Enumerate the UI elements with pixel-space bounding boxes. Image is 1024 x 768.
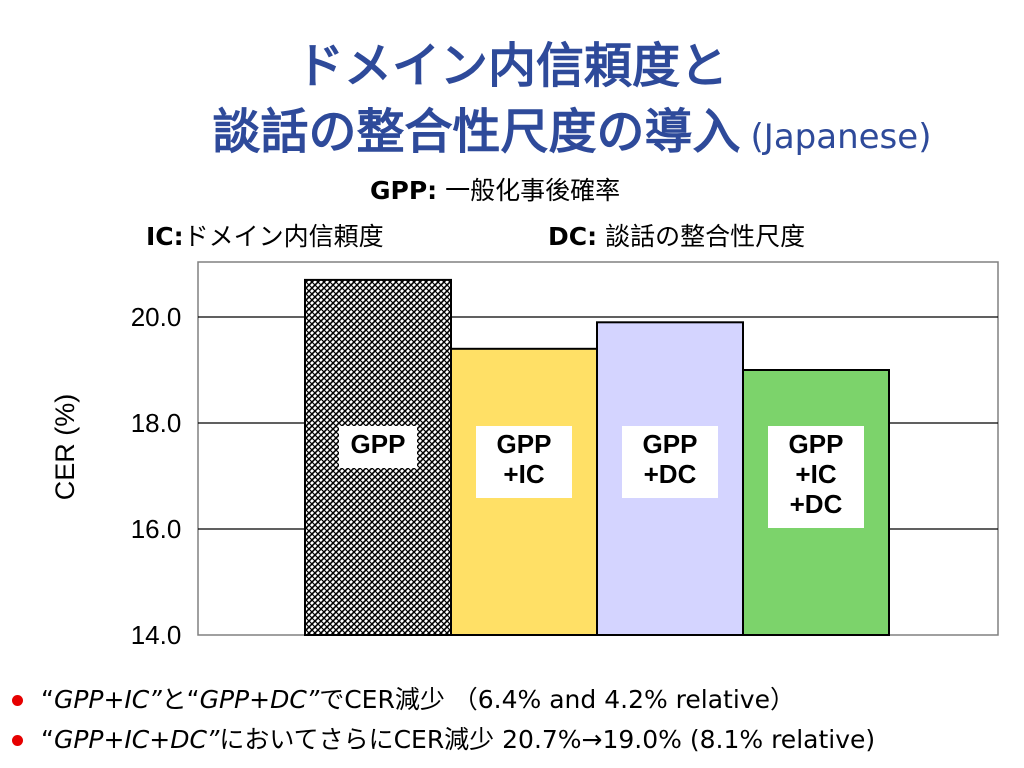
legend-gpp-text: 一般化事後確率: [445, 176, 621, 205]
bar-label-text: GPP: [789, 429, 844, 459]
bullet-dot-icon: [12, 694, 23, 706]
bar-label-text: GPP: [497, 429, 552, 459]
bullet-1-text-2: でCER減少 （6.4% and 4.2% relative）: [319, 685, 795, 714]
bullet-2-quote: “: [41, 725, 54, 754]
legend-dc: DC: 談話の整合性尺度: [548, 222, 805, 252]
legend-ic-text: ドメイン内信頼度: [183, 222, 384, 251]
y-tick-label: 18.0: [131, 408, 182, 438]
bullet-2-text-1: においてさらにCER減少 20.7%→19.0% (8.1% relative): [219, 725, 876, 754]
bar-label-text: GPP: [643, 429, 698, 459]
y-tick-label: 20.0: [131, 302, 182, 332]
bar-label-box: [768, 426, 864, 528]
slide-title-suffix: (Japanese): [750, 117, 932, 157]
legend-ic-key: IC:: [146, 222, 184, 251]
bullet-item-2: “GPP+IC+DC” においてさらにCER減少 20.7%→19.0% (8.1…: [12, 720, 875, 760]
bullet-dot-icon: [12, 734, 23, 746]
bullet-1-term-2: GPP+DC”: [199, 685, 320, 714]
legend-dc-key: DC:: [548, 222, 598, 251]
slide-title-line2-text: 談話の整合性尺度の導入: [212, 104, 741, 160]
legend-gpp: GPP: 一般化事後確率: [370, 176, 620, 206]
bar-label-box: [476, 426, 572, 498]
legend-ic: IC:ドメイン内信頼度: [146, 222, 384, 252]
bar-label-text: +DC: [790, 489, 843, 519]
bullet-item-1: “GPP+IC” と“ GPP+DC” でCER減少 （6.4% and 4.2% r…: [12, 680, 875, 720]
bullet-1-quote: “: [41, 685, 54, 714]
legend-dc-text: 談話の整合性尺度: [605, 222, 806, 251]
bar-label-box: [622, 426, 718, 498]
bullet-1-text-1: と“: [161, 685, 200, 714]
slide-title-line2: 談話の整合性尺度の導入 (Japanese): [60, 104, 1024, 165]
bullet-list: “GPP+IC” と“ GPP+DC” でCER減少 （6.4% and 4.2% r…: [12, 680, 875, 760]
bullet-1-term-1: GPP+IC”: [53, 685, 162, 714]
bar-label-text: +IC: [795, 459, 836, 489]
bullet-2-term-1: GPP+IC+DC”: [53, 725, 220, 754]
bar-label-text: +DC: [644, 459, 697, 489]
bar-label-box: [339, 426, 417, 468]
bar-label-text: +IC: [503, 459, 544, 489]
slide-title-line1: ドメイン内信頼度と: [295, 38, 728, 94]
y-tick-label: 16.0: [131, 514, 182, 544]
legend-gpp-key: GPP:: [370, 176, 438, 205]
y-axis-label: CER (%): [50, 394, 80, 501]
y-tick-label: 14.0: [131, 620, 182, 650]
bar-label-text: GPP: [351, 429, 406, 459]
